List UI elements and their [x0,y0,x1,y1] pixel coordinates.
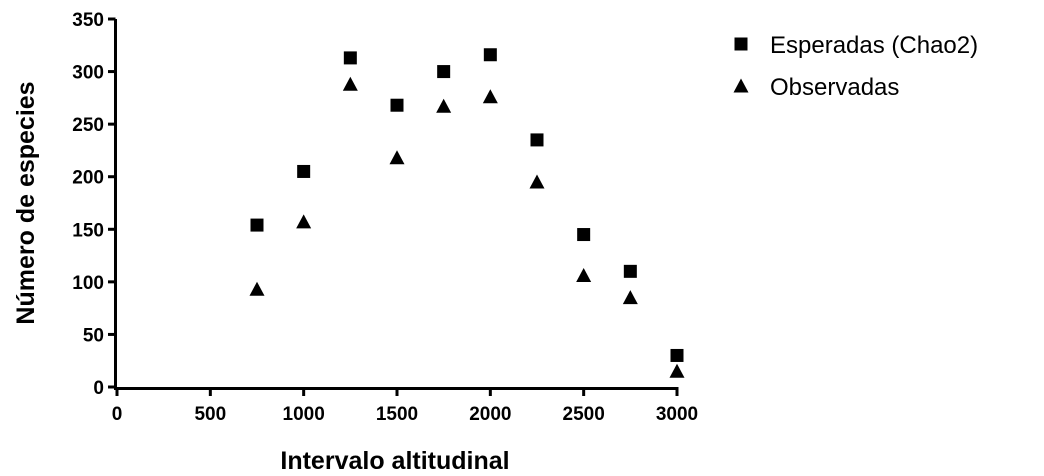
triangle-point [669,363,685,378]
triangle-point [296,214,312,229]
y-axis-ticks: 0 50 100 150 200 250 300 350 [72,10,116,399]
y-axis-title: Número de especies [12,81,40,324]
x-tick-label: 3000 [656,404,698,425]
y-tick-label: 250 [72,115,104,136]
legend: Esperadas (Chao2) Observadas [733,32,978,101]
square-point [670,348,684,362]
x-tick-label: 500 [194,404,226,425]
triangle-point [436,98,452,113]
square-point [343,51,357,65]
series-esperadas [250,48,684,362]
triangle-point [482,89,498,104]
y-tick-label: 200 [72,168,104,189]
square-point [437,65,451,79]
x-tick-label: 2000 [469,404,511,425]
y-tick-label: 50 [83,325,104,346]
square-point [250,218,264,232]
triangle-point [389,150,405,165]
x-tick-label: 1000 [283,404,325,425]
y-tick-label: 0 [93,378,104,399]
square-point [390,98,404,112]
y-tick-label: 350 [72,10,104,31]
x-axis-title: Intervalo altitudinal [280,447,509,475]
y-tick-label: 150 [72,220,104,241]
x-tick-label: 1500 [376,404,418,425]
square-point [623,264,637,278]
x-tick-label: 0 [112,404,123,425]
legend-marker-triangle [733,78,749,93]
square-point [577,228,591,242]
legend-label: Observadas [770,74,899,101]
legend-label: Esperadas (Chao2) [770,32,978,59]
series-observadas [249,76,685,378]
y-tick-label: 300 [72,63,104,84]
y-tick-label: 100 [72,273,104,294]
triangle-point [622,290,638,305]
data-points [249,48,685,378]
legend-marker-square [734,37,748,51]
triangle-point [576,268,592,283]
triangle-point [249,281,265,296]
triangle-point [342,76,358,91]
triangle-point [529,174,545,189]
square-point [297,164,311,178]
x-tick-label: 2500 [563,404,605,425]
axes [114,19,679,390]
square-point [530,133,544,147]
x-axis-ticks: 0 500 1000 1500 2000 2500 3000 [112,388,698,425]
square-point [483,48,497,62]
